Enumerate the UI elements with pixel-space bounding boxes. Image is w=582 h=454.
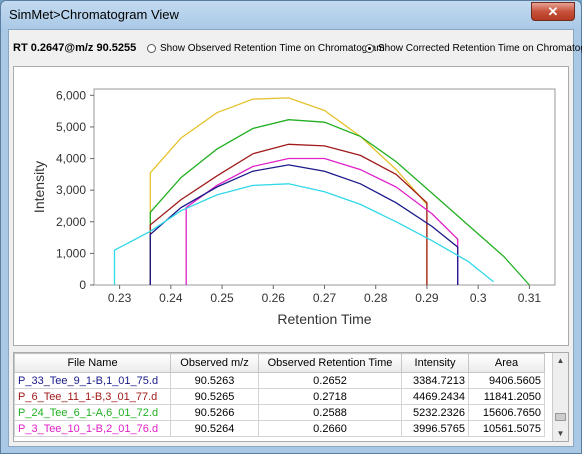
close-button[interactable]: ✕: [531, 2, 575, 21]
table-cell: 0.2660: [258, 420, 402, 437]
window-title: SimMet>Chromatogram View: [9, 7, 179, 22]
series-line-3: [149, 143, 428, 285]
column-header[interactable]: Area: [468, 353, 545, 373]
y-tick-label: 6,000: [56, 88, 86, 102]
series-line-2: [149, 119, 530, 286]
table-row[interactable]: P_3_Tee_10_1-B,2_01_76.d 90.5264 0.2660 399…: [14, 420, 545, 437]
table-cell: 90.5265: [170, 388, 259, 405]
x-tick-label: 0.31: [518, 291, 542, 305]
table-scrollbar[interactable]: ▲ ▼: [552, 353, 568, 441]
title-bar[interactable]: SimMet>Chromatogram View ✕: [1, 1, 581, 29]
table-row[interactable]: P_33_Tee_9_1-B,1_01_75.d 90.5263 0.2652 338…: [14, 372, 545, 389]
y-tick-label: 3,000: [56, 183, 86, 197]
table-cell: 15606.7650: [468, 404, 545, 421]
chart-svg: 0 1,000 2,000 3,000 4,000 5,000 6,000 0.23 0.24 0…: [31, 88, 556, 327]
radio-corrected-dot[interactable]: [365, 44, 374, 53]
column-header[interactable]: File Name: [14, 353, 171, 373]
table-cell: 5232.2326: [401, 404, 469, 421]
table-cell: 0.2718: [258, 388, 402, 405]
x-axis-label: Retention Time: [277, 311, 371, 327]
table-cell: 10561.5075: [468, 420, 545, 437]
chromatogram-chart: 0 1,000 2,000 3,000 4,000 5,000 6,000 0.23 0.24 0…: [13, 66, 569, 346]
table-cell: 90.5264: [170, 420, 259, 437]
radio-observed-label: Show Observed Retention Time on Chromato…: [160, 43, 385, 54]
table-cell: 0.2588: [258, 404, 402, 421]
scroll-up-icon[interactable]: ▲: [556, 356, 565, 365]
column-header[interactable]: Intensity: [401, 353, 469, 373]
table-cell: 11841.2050: [468, 388, 545, 405]
table-cell: P_33_Tee_9_1-B,1_01_75.d: [14, 372, 171, 389]
x-tick-label: 0.28: [364, 291, 388, 305]
radio-observed-dot[interactable]: [147, 44, 156, 53]
x-tick-label: 0.25: [210, 291, 234, 305]
table-cell: 4469.2434: [401, 388, 469, 405]
series-line-6: [113, 183, 494, 285]
table-cell: 90.5263: [170, 372, 259, 389]
results-grid: File Name Observed m/z Observed Retention …: [14, 353, 545, 437]
table-cell: 3384.7213: [401, 372, 469, 389]
plot-area: [93, 88, 556, 286]
scroll-down-icon[interactable]: ▼: [556, 429, 565, 438]
radio-observed[interactable]: Show Observed Retention Time on Chromato…: [147, 43, 385, 54]
y-tick-label: 1,000: [56, 246, 86, 260]
series-line-5: [149, 164, 459, 285]
scroll-thumb[interactable]: [555, 413, 566, 421]
table-cell: 3996.5765: [401, 420, 469, 437]
column-header[interactable]: Observed m/z: [170, 353, 259, 373]
y-tick-label: 0: [79, 278, 86, 292]
radio-corrected[interactable]: Show Corrected Retention Time on Chromat…: [365, 43, 582, 54]
table-row[interactable]: P_24_Tee_6_1-A,6_01_72.d 90.5266 0.2588 523…: [14, 404, 545, 421]
table-cell: 90.5266: [170, 404, 259, 421]
y-tick-label: 2,000: [56, 215, 86, 229]
x-tick-label: 0.3: [470, 291, 487, 305]
y-axis-label: Intensity: [31, 161, 47, 213]
x-tick-label: 0.26: [262, 291, 286, 305]
y-tick-label: 5,000: [56, 120, 86, 134]
y-tick-label: 4,000: [56, 152, 86, 166]
x-tick-label: 0.27: [313, 291, 337, 305]
results-table: File Name Observed m/z Observed Retention …: [13, 352, 569, 442]
series-line-1: [149, 97, 428, 285]
x-tick-label: 0.24: [159, 291, 183, 305]
table-row[interactable]: P_6_Tee_11_1-B,3_01_77.d 90.5265 0.2718 446…: [14, 388, 545, 405]
x-tick-label: 0.29: [415, 291, 439, 305]
table-cell: 0.2652: [258, 372, 402, 389]
table-cell: 9406.5605: [468, 372, 545, 389]
rt-label: RT 0.2647@m/z 90.5255: [13, 42, 137, 54]
table-header: File Name Observed m/z Observed Retention …: [14, 353, 545, 373]
client-area: RT 0.2647@m/z 90.5255 Show Observed Rete…: [8, 29, 582, 447]
x-tick-label: 0.23: [108, 291, 132, 305]
column-header[interactable]: Observed Retention Time: [258, 353, 402, 373]
table-cell: P_24_Tee_6_1-A,6_01_72.d: [14, 404, 171, 421]
table-cell: P_6_Tee_11_1-B,3_01_77.d: [14, 388, 171, 405]
radio-corrected-label: Show Corrected Retention Time on Chromat…: [378, 43, 582, 54]
table-cell: P_3_Tee_10_1-B,2_01_76.d: [14, 420, 171, 437]
